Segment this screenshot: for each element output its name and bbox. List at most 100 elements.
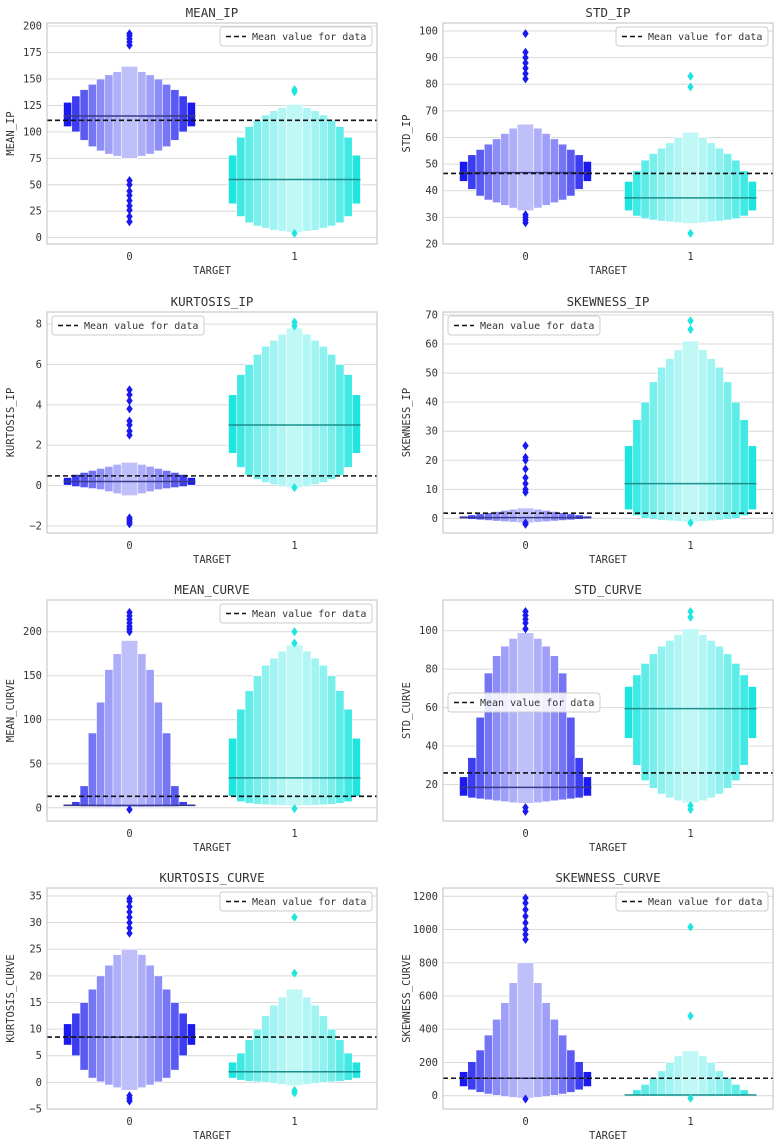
outlier-point-target-0 bbox=[126, 918, 133, 928]
plot-frame bbox=[442, 22, 774, 245]
y-tick-label: 600 bbox=[419, 991, 438, 1003]
outlier-point-target-0 bbox=[126, 928, 133, 938]
outlier-point-target-0 bbox=[126, 426, 133, 436]
outlier-point-target-0 bbox=[126, 923, 133, 933]
legend-box bbox=[219, 26, 373, 47]
legend: Mean value for data bbox=[615, 891, 769, 912]
y-tick-label: 80 bbox=[425, 664, 438, 676]
y-tick-label: 90 bbox=[425, 52, 438, 64]
chart-title: STD_IP bbox=[585, 5, 630, 20]
outlier-point-target-0 bbox=[522, 210, 529, 220]
boxen-box-target-0-level-8 bbox=[516, 123, 535, 212]
x-tick-label: 0 bbox=[522, 251, 528, 263]
outlier-point-target-1 bbox=[687, 316, 694, 326]
y-tick-label: 60 bbox=[425, 132, 438, 144]
outlier-point-target-0 bbox=[126, 912, 133, 922]
y-axis-label: STD_IP bbox=[401, 115, 413, 153]
outlier-point-target-0 bbox=[522, 930, 529, 940]
x-axis-label: TARGET bbox=[193, 842, 232, 854]
y-tick-label: 10 bbox=[425, 484, 438, 496]
legend-box bbox=[447, 315, 601, 336]
y-tick-label: 0 bbox=[36, 232, 42, 244]
x-tick-label: 1 bbox=[687, 1116, 693, 1128]
outlier-point-target-0 bbox=[126, 390, 133, 400]
outlier-point-target-1 bbox=[291, 317, 298, 327]
legend-label: Mean value for data bbox=[648, 32, 762, 43]
outlier-point-target-0 bbox=[522, 69, 529, 79]
y-tick-label: 1000 bbox=[413, 924, 438, 936]
legend: Mean value for data bbox=[219, 891, 373, 912]
outlier-point-target-0 bbox=[126, 1091, 133, 1101]
outlier-point-target-1 bbox=[291, 1085, 298, 1095]
chart-panel-mean-ip: 0 25 50 75 100 125 150 175 200 0 1 MEAN_IP TARGET MEA… bbox=[5, 5, 378, 277]
y-axis-label: MEAN_CURVE bbox=[5, 679, 17, 742]
y-tick-label: 20 bbox=[425, 779, 438, 791]
y-tick-label: 25 bbox=[29, 944, 42, 956]
outlier-point-target-0 bbox=[522, 911, 529, 921]
x-axis-label: TARGET bbox=[193, 265, 232, 277]
y-axis-label: KURTOSIS_CURVE bbox=[5, 954, 17, 1043]
legend-label: Mean value for data bbox=[480, 321, 594, 332]
boxen-box-target-1-level-8 bbox=[285, 988, 304, 1086]
y-tick-label: 70 bbox=[425, 309, 438, 321]
outlier-point-target-0 bbox=[522, 918, 529, 928]
outlier-point-target-0 bbox=[522, 63, 529, 73]
y-tick-label: −5 bbox=[29, 1104, 42, 1116]
chart-title: MEAN_IP bbox=[186, 5, 239, 20]
outlier-point-target-0 bbox=[522, 473, 529, 483]
legend-label: Mean value for data bbox=[480, 698, 594, 709]
y-tick-label: 20 bbox=[29, 970, 42, 982]
x-tick-label: 0 bbox=[522, 828, 528, 840]
x-axis-label: TARGET bbox=[193, 554, 232, 566]
y-tick-label: 50 bbox=[425, 159, 438, 171]
y-tick-label: 200 bbox=[23, 626, 42, 638]
plot-frame bbox=[46, 599, 378, 822]
outlier-point-target-0 bbox=[126, 396, 133, 406]
y-tick-label: 50 bbox=[29, 758, 42, 770]
outlier-point-target-1 bbox=[687, 518, 694, 528]
legend-box bbox=[219, 891, 373, 912]
x-tick-label: 1 bbox=[291, 540, 297, 552]
legend-box bbox=[447, 692, 601, 713]
outlier-point-target-0 bbox=[126, 513, 133, 523]
outlier-point-target-1 bbox=[687, 82, 694, 92]
legend-box bbox=[51, 315, 205, 336]
outlier-point-target-0 bbox=[126, 907, 133, 917]
outlier-point-target-0 bbox=[126, 186, 133, 196]
outlier-point-target-1 bbox=[687, 922, 694, 932]
outlier-point-target-1 bbox=[291, 483, 298, 493]
y-tick-label: 0 bbox=[36, 480, 42, 492]
y-tick-label: 400 bbox=[419, 1024, 438, 1036]
y-tick-label: 200 bbox=[23, 21, 42, 33]
x-tick-label: 1 bbox=[687, 251, 693, 263]
x-axis-label: TARGET bbox=[589, 265, 628, 277]
outlier-point-target-1 bbox=[291, 85, 298, 95]
chart-panel-skewness-ip: 0 10 20 30 40 50 60 70 0 1 SKEWNESS_IP TARGET SKEWNE… bbox=[401, 294, 774, 566]
outlier-point-target-0 bbox=[522, 803, 529, 813]
y-tick-label: 2 bbox=[36, 440, 42, 452]
y-axis-label: MEAN_IP bbox=[5, 111, 17, 155]
legend: Mean value for data bbox=[51, 315, 205, 336]
y-tick-label: 60 bbox=[425, 702, 438, 714]
outlier-point-target-1 bbox=[291, 228, 298, 238]
y-tick-label: 75 bbox=[29, 153, 42, 165]
legend-box bbox=[219, 603, 373, 624]
outlier-point-target-0 bbox=[522, 47, 529, 57]
outlier-point-target-1 bbox=[687, 607, 694, 617]
outlier-point-target-0 bbox=[126, 217, 133, 227]
outlier-point-target-0 bbox=[126, 416, 133, 426]
outlier-point-target-0 bbox=[126, 902, 133, 912]
outlier-point-target-0 bbox=[126, 176, 133, 186]
y-tick-label: 70 bbox=[425, 105, 438, 117]
plot-frame bbox=[442, 887, 774, 1110]
boxen-box-target-0-level-8 bbox=[120, 948, 139, 1091]
y-tick-label: 150 bbox=[23, 670, 42, 682]
outlier-point-target-1 bbox=[291, 627, 298, 637]
boxen-box-target-1-level-8 bbox=[285, 104, 304, 233]
outlier-point-target-0 bbox=[522, 441, 529, 451]
outlier-point-target-0 bbox=[522, 935, 529, 945]
y-axis-label: KURTOSIS_IP bbox=[5, 388, 17, 458]
outlier-point-target-1 bbox=[687, 228, 694, 238]
outlier-point-target-0 bbox=[522, 464, 529, 474]
chart-panel-skewness-curve: 0 200 400 600 800 1000 1200 0 1 SKEWNESS_CURVE TAR… bbox=[401, 870, 774, 1142]
